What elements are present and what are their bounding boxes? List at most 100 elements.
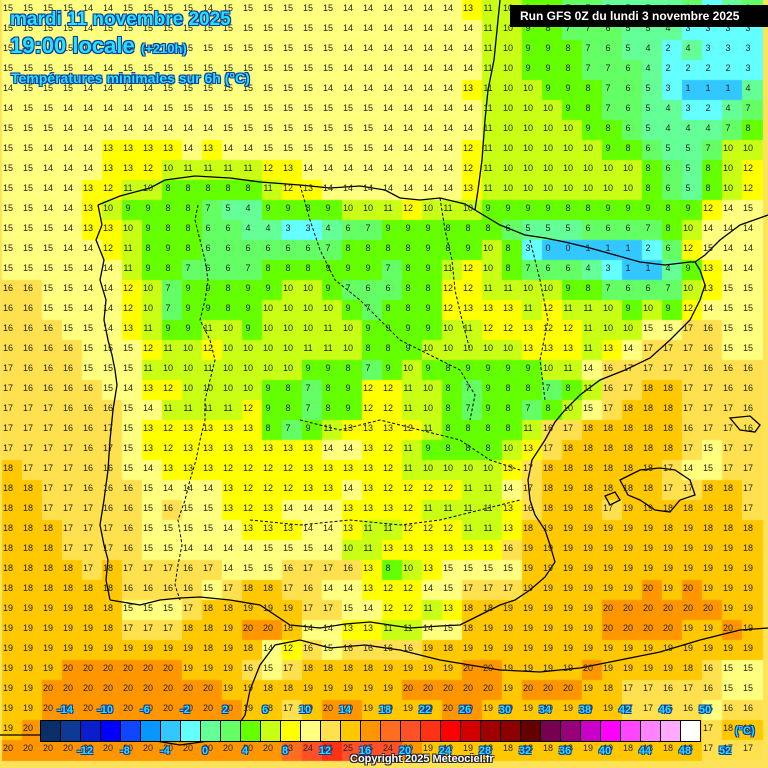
grid-value: 18 <box>582 463 593 473</box>
grid-value: 10 <box>522 123 533 133</box>
grid-value: 19 <box>642 563 653 573</box>
grid-value: 15 <box>82 343 93 353</box>
grid-value: 11 <box>483 3 493 13</box>
grid-value: 12 <box>162 383 173 393</box>
grid-value: 18 <box>322 663 333 673</box>
grid-value: 19 <box>502 603 513 613</box>
grid-value: 4 <box>585 263 591 273</box>
grid-value: 10 <box>422 383 433 393</box>
grid-value: 10 <box>342 543 353 553</box>
legend-label-bottom: 20 <box>398 745 412 757</box>
grid-value: 8 <box>445 423 451 433</box>
grid-value: 8 <box>585 83 591 93</box>
grid-value: 15 <box>22 243 33 253</box>
grid-value: 9 <box>125 203 131 213</box>
grid-value: 8 <box>565 383 571 393</box>
grid-value: 15 <box>22 103 33 113</box>
grid-value: 13 <box>502 463 513 473</box>
grid-value: 17 <box>82 563 93 573</box>
grid-value: 19 <box>322 683 333 693</box>
grid-value: 18 <box>502 743 513 753</box>
grid-value: 20 <box>102 703 113 713</box>
grid-value: 17 <box>562 423 573 433</box>
legend-swatch <box>261 721 281 741</box>
legend-label-bottom: 44 <box>638 745 652 757</box>
grid-value: 12 <box>202 343 213 353</box>
grid-value: 16 <box>2 323 13 333</box>
grid-value: 18 <box>602 423 613 433</box>
grid-value: 19 <box>542 623 553 633</box>
grid-value: 9 <box>245 283 251 293</box>
grid-value: 19 <box>342 683 353 693</box>
grid-value: 17 <box>22 463 33 473</box>
grid-value: 15 <box>22 263 33 273</box>
grid-value: 19 <box>42 603 53 613</box>
grid-value: 15 <box>122 23 133 33</box>
grid-value: 18 <box>2 543 13 553</box>
grid-value: 8 <box>325 383 331 393</box>
grid-value: 20 <box>22 723 33 733</box>
grid-value: 20 <box>402 743 413 753</box>
grid-value: 16 <box>302 583 313 593</box>
grid-value: 18 <box>22 563 33 573</box>
grid-value: 19 <box>242 603 253 613</box>
grid-value: 8 <box>445 223 451 233</box>
grid-value: 20 <box>622 623 633 633</box>
grid-value: 10 <box>142 283 153 293</box>
grid-value: 19 <box>522 623 533 633</box>
grid-value: 9 <box>305 423 311 433</box>
grid-value: 8 <box>285 383 291 393</box>
grid-value: 18 <box>742 543 753 553</box>
grid-value: 10 <box>202 383 213 393</box>
grid-value: 13 <box>442 603 453 613</box>
grid-value: 1 <box>705 83 711 93</box>
grid-value: 19 <box>262 603 273 613</box>
grid-value: 15 <box>62 283 73 293</box>
grid-value: 11 <box>383 623 393 633</box>
grid-value: 10 <box>542 103 553 113</box>
grid-value: 19 <box>582 703 593 713</box>
grid-value: 16 <box>22 323 33 333</box>
grid-value: 12 <box>422 523 433 533</box>
grid-value: 20 <box>702 603 713 613</box>
grid-value: 10 <box>602 303 613 313</box>
grid-value: 14 <box>142 123 153 133</box>
grid-value: 15 <box>222 83 233 93</box>
grid-value: 7 <box>525 403 531 413</box>
grid-value: 6 <box>385 283 391 293</box>
grid-value: 17 <box>62 463 73 473</box>
grid-value: 16 <box>602 363 613 373</box>
grid-value: 17 <box>502 583 513 593</box>
grid-value: 14 <box>142 83 153 93</box>
grid-value: 8 <box>285 403 291 413</box>
grid-value: 8 <box>225 303 231 313</box>
grid-value: 16 <box>102 463 113 473</box>
grid-value: 12 <box>282 463 293 473</box>
grid-value: 15 <box>42 23 53 33</box>
legend-swatch <box>541 721 561 741</box>
grid-value: 11 <box>203 363 213 373</box>
grid-value: 9 <box>165 243 171 253</box>
grid-value: 2 <box>665 63 671 73</box>
grid-value: 14 <box>402 3 413 13</box>
grid-value: 15 <box>262 23 273 33</box>
grid-value: 11 <box>583 383 593 393</box>
grid-value: 18 <box>682 663 693 673</box>
grid-value: 16 <box>82 443 93 453</box>
grid-value: 14 <box>82 103 93 113</box>
grid-value: 14 <box>62 243 73 253</box>
grid-value: 20 <box>402 683 413 693</box>
grid-value: 20 <box>142 703 153 713</box>
grid-value: 20 <box>642 603 653 613</box>
legend-label-top: 22 <box>418 704 432 716</box>
grid-value: 18 <box>722 483 733 493</box>
legend-label-bottom: -4 <box>160 745 170 757</box>
grid-value: 18 <box>102 603 113 613</box>
grid-value: 17 <box>42 443 53 453</box>
grid-value: 19 <box>522 643 533 653</box>
grid-value: 10 <box>462 343 473 353</box>
grid-value: 17 <box>702 743 713 753</box>
grid-value: 15 <box>262 3 273 13</box>
grid-value: 10 <box>502 443 513 453</box>
grid-value: 8 <box>545 23 551 33</box>
